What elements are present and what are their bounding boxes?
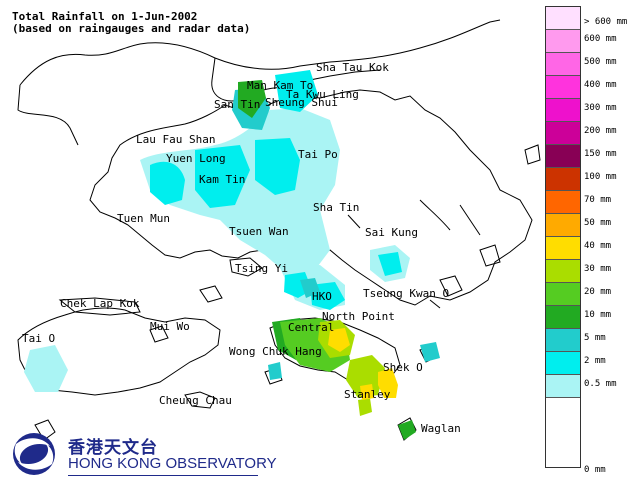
legend-swatch: [545, 167, 581, 190]
place-label: Tsing Yi: [235, 262, 288, 275]
legend-swatch: [545, 328, 581, 351]
place-label: Central: [288, 321, 335, 334]
place-label: Sheung Shui: [265, 96, 338, 109]
legend-label: 150 mm: [584, 149, 617, 159]
legend-swatch: [545, 305, 581, 328]
legend-swatch: [545, 144, 581, 167]
legend-label: 40 mm: [584, 241, 612, 251]
place-label: North Point: [322, 310, 395, 323]
legend-label: 50 mm: [584, 218, 612, 228]
legend-label: 100 mm: [584, 172, 617, 182]
legend-swatch: [545, 236, 581, 259]
place-label: Tai O: [22, 332, 56, 345]
legend-swatch: [545, 52, 581, 75]
legend-label: 600 mm: [584, 34, 617, 44]
place-label: Kam Tin: [199, 173, 246, 186]
place-label: Waglan: [421, 422, 461, 435]
place-label: Shek O: [383, 361, 423, 374]
place-label: Man Kam To: [247, 79, 314, 92]
place-label: Lau Fau Shan: [136, 133, 216, 146]
legend-swatch: [545, 6, 581, 29]
place-label: Wong Chuk Hang: [229, 345, 322, 358]
legend-label: > 600 mm: [584, 17, 628, 27]
place-label: Sai Kung: [365, 226, 418, 239]
logo-chinese-text: 香港天文台: [68, 438, 158, 458]
legend-label: 0 mm: [584, 465, 606, 475]
legend-swatch: [545, 190, 581, 213]
place-label: HKO: [312, 290, 332, 303]
place-label: Sha Tin: [313, 201, 360, 214]
place-label: Mui Wo: [150, 320, 190, 333]
legend-swatch: [545, 374, 581, 397]
legend-label: 0.5 mm: [584, 379, 617, 389]
place-label: Ta Kwu Ling: [286, 88, 359, 101]
legend-label: 20 mm: [584, 287, 612, 297]
place-label: Sha Tau Kok: [316, 61, 389, 74]
place-label: Chek Lap Kok: [60, 297, 140, 310]
rainfall-legend: > 600 mm 600 mm 500 mm 400 mm 300 mm 200…: [545, 6, 634, 475]
legend-label: 500 mm: [584, 57, 617, 67]
legend-swatch: [545, 75, 581, 98]
place-label: Stanley: [344, 388, 391, 401]
map-subtitle: (based on raingauges and radar data): [12, 22, 251, 35]
legend-swatch: [545, 213, 581, 236]
legend-swatch: [545, 121, 581, 144]
place-label: Tai Po: [298, 148, 338, 161]
place-label: San Tin: [214, 98, 261, 111]
legend-swatch: [545, 98, 581, 121]
legend-label: 5 mm: [584, 333, 606, 343]
district-lines: [347, 214, 441, 309]
legend-swatch: [545, 29, 581, 52]
legend-label: 30 mm: [584, 264, 612, 274]
place-label: Tuen Mun: [117, 212, 170, 225]
place-label: Yuen Long: [166, 152, 226, 165]
lantau-island: [17, 297, 221, 396]
legend-swatch: [545, 351, 581, 374]
new-territories-coast: [89, 89, 533, 306]
legend-label: 2 mm: [584, 356, 606, 366]
place-label: Cheung Chau: [159, 394, 232, 407]
hko-logo: [13, 433, 258, 476]
legend-swatch: [545, 259, 581, 282]
rainfall-contours: [24, 70, 440, 440]
legend-label: 70 mm: [584, 195, 612, 205]
legend-label: 10 mm: [584, 310, 612, 320]
legend-label: 300 mm: [584, 103, 617, 113]
legend-label: 200 mm: [584, 126, 617, 136]
map-title: Total Rainfall on 1-Jun-2002: [12, 10, 198, 23]
legend-swatch: [545, 397, 581, 468]
logo-english-text: Hong Kong Observatory: [68, 455, 277, 472]
place-label: Tsuen Wan: [229, 225, 289, 238]
legend-swatch: [545, 282, 581, 305]
place-label: Tseung Kwan O: [363, 287, 450, 300]
legend-label: 400 mm: [584, 80, 617, 90]
